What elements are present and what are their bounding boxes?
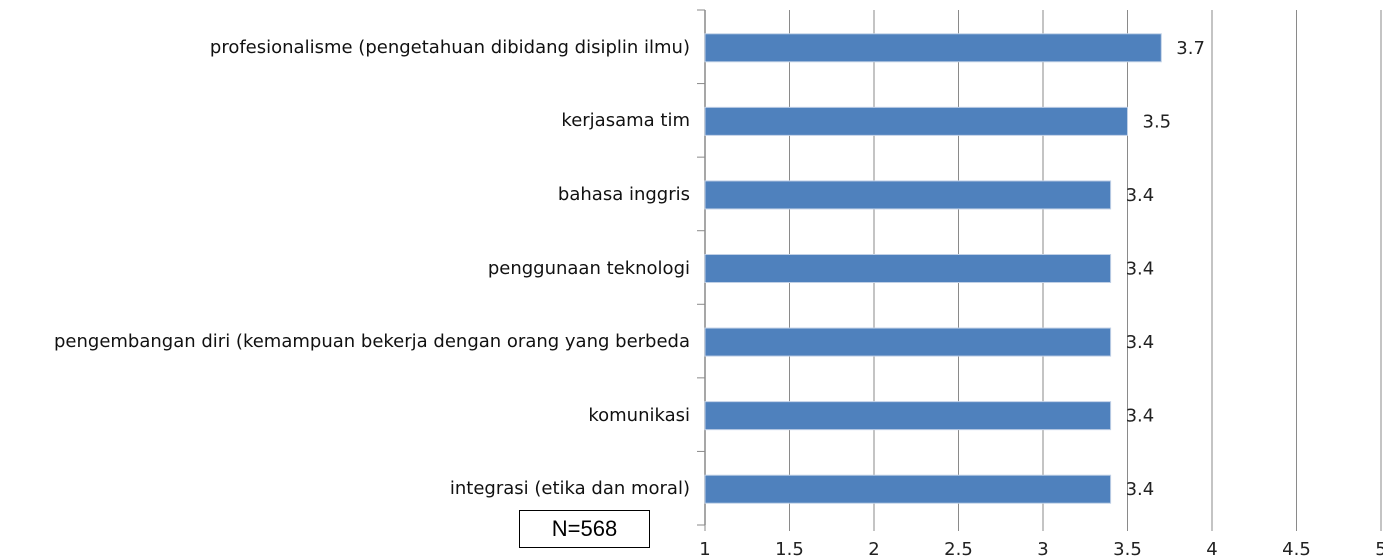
- data-label: 3.4: [1126, 479, 1155, 500]
- y-tick-label: kerjasama tim: [561, 110, 690, 132]
- data-label: 3.7: [1176, 38, 1205, 59]
- y-tick-label-box: profesionalisme (pengetahuan dibidang di…: [210, 36, 690, 60]
- y-tick-label: profesionalisme (pengetahuan dibidang di…: [209, 36, 690, 58]
- y-tick-label-box: komunikasi: [588, 404, 690, 428]
- bar: [704, 327, 1112, 357]
- x-tick-label: 1.5: [775, 539, 804, 559]
- y-tick-label: bahasa inggris: [557, 183, 690, 205]
- annotation: N=568: [519, 510, 650, 548]
- bar: [704, 254, 1112, 283]
- bar: [704, 33, 1162, 63]
- data-label: 3.4: [1126, 332, 1155, 353]
- y-tick-label: integrasi (etika dan moral): [449, 478, 690, 500]
- y-tick-label-box: integrasi (etika dan moral): [450, 477, 690, 501]
- bar: [704, 180, 1112, 210]
- bar: [704, 474, 1112, 504]
- data-label: 3.4: [1126, 259, 1155, 280]
- y-tick-label: komunikasi: [588, 404, 690, 426]
- x-tick-label: 2: [868, 539, 879, 559]
- bar: [704, 106, 1128, 136]
- x-tick-label: 2.5: [944, 539, 973, 559]
- x-tick-label: 3.5: [1113, 539, 1142, 559]
- y-tick-label: pengembangan diri (kemampuan bekerja den…: [53, 331, 690, 353]
- data-label: 3.4: [1126, 185, 1155, 206]
- y-tick-label-box: kerjasama tim: [561, 109, 690, 133]
- x-tick-label: 4: [1206, 539, 1217, 559]
- x-tick-label: 4.5: [1282, 539, 1311, 559]
- y-tick-label-box: penggunaan teknologi: [488, 257, 690, 281]
- x-tick-label: 3: [1037, 539, 1048, 559]
- y-tick-label-box: pengembangan diri (kemampuan bekerja den…: [54, 330, 690, 354]
- data-label: 3.4: [1126, 406, 1155, 427]
- bar: [704, 401, 1112, 431]
- x-tick-label: 5: [1375, 539, 1383, 559]
- y-tick-label: penggunaan teknologi: [487, 257, 690, 279]
- data-label: 3.5: [1143, 111, 1172, 132]
- x-tick-label: 1: [699, 539, 710, 559]
- y-tick-label-box: bahasa inggris: [558, 183, 690, 207]
